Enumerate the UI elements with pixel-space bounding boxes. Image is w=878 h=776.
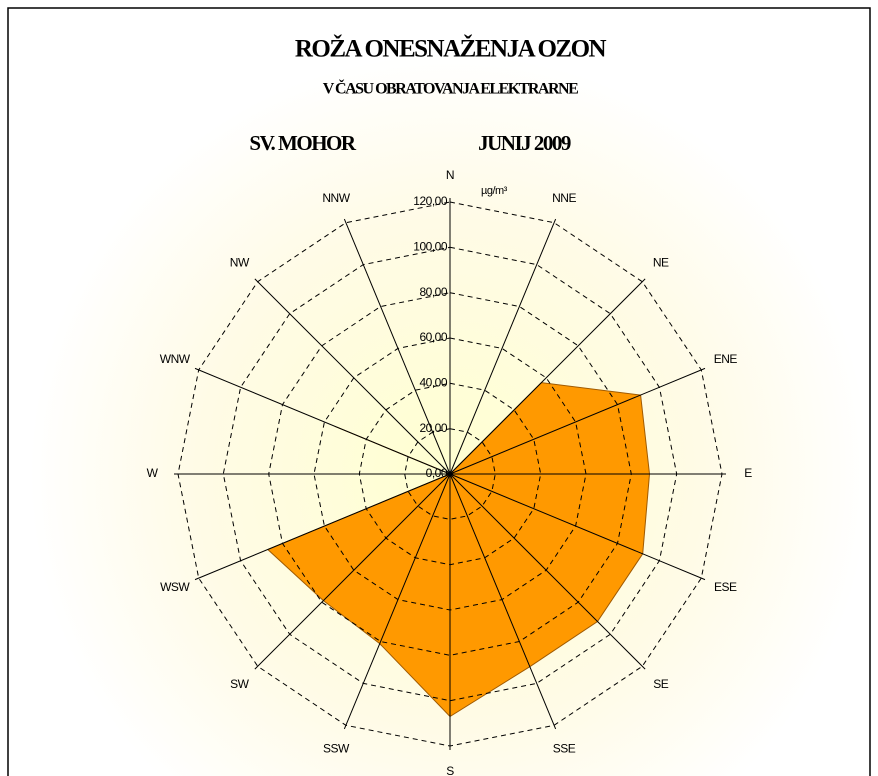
axis-spoke: [254, 473, 451, 670]
r-tick-label: 0,00: [426, 466, 448, 480]
axis-spoke: [449, 218, 557, 475]
station-label: SV. MOHOR: [249, 131, 356, 155]
period-label: JUNIJ 2009: [478, 131, 571, 155]
r-tick-label: 120,00: [413, 194, 448, 208]
axis-spoke: [449, 473, 557, 730]
direction-label: NNW: [322, 191, 350, 205]
axis-spoke: [449, 473, 706, 581]
direction-label: SE: [653, 677, 669, 691]
direction-label: E: [744, 466, 752, 480]
axis-spoke: [343, 218, 451, 475]
direction-label: S: [446, 764, 454, 776]
r-tick-label: 40,00: [419, 376, 447, 390]
direction-label: ENE: [714, 352, 738, 366]
direction-label: NW: [230, 255, 250, 269]
unit-label: µg/m³: [481, 185, 508, 197]
axis-spoke: [449, 278, 646, 475]
direction-label: WSW: [160, 580, 190, 594]
axis-spoke: [449, 367, 706, 475]
axis-spoke: [194, 367, 451, 475]
r-tick-label: 100,00: [413, 240, 448, 254]
axis-spoke: [254, 278, 451, 475]
direction-label: SSW: [323, 741, 350, 755]
chart-subtitle: V ČASU OBRATOVANJA ELEKTRARNE: [323, 79, 578, 98]
grid-ring: [404, 428, 496, 520]
direction-label: SW: [230, 677, 250, 691]
r-tick-label: 80,00: [419, 285, 447, 299]
direction-label: NE: [653, 255, 669, 269]
axis-spoke: [194, 473, 451, 581]
r-tick-label: 20,00: [419, 421, 447, 435]
direction-label: ESE: [714, 580, 737, 594]
chart-title: ROŽA ONESNAŽENJA OZON: [295, 35, 607, 63]
direction-label: SSE: [553, 741, 576, 755]
axis-spoke: [449, 473, 646, 670]
direction-label: N: [446, 168, 454, 182]
direction-label: WNW: [160, 352, 191, 366]
grid-ring: [222, 246, 678, 702]
direction-label: NNE: [552, 191, 576, 205]
r-tick-label: 60,00: [419, 330, 447, 344]
direction-label: W: [147, 466, 159, 480]
axis-spoke: [343, 473, 451, 730]
